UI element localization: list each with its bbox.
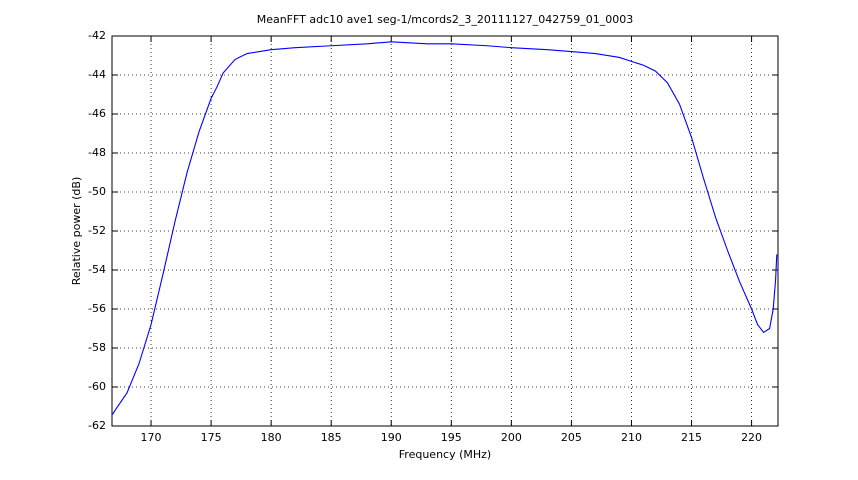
y-tick-label: -56 — [88, 302, 106, 315]
plot-frame — [111, 35, 779, 427]
x-tick-label: 210 — [621, 431, 642, 444]
x-tick-label: 220 — [741, 431, 762, 444]
x-axis-label: Frequency (MHz) — [399, 448, 491, 461]
x-tick-label: 175 — [201, 431, 222, 444]
x-tick-label: 215 — [681, 431, 702, 444]
y-axis-label: Relative power (dB) — [70, 177, 83, 285]
y-tick-label: -60 — [88, 380, 106, 393]
y-tick-label: -42 — [88, 29, 106, 42]
y-tick-label: -52 — [88, 224, 106, 237]
x-tick-label: 170 — [141, 431, 162, 444]
x-tick-label: 205 — [561, 431, 582, 444]
data-line — [112, 41, 778, 415]
y-tick-label: -62 — [88, 419, 106, 432]
x-tick-label: 190 — [381, 431, 402, 444]
x-tick-label: 195 — [441, 431, 462, 444]
y-tick-label: -58 — [88, 341, 106, 354]
y-tick-label: -46 — [88, 107, 106, 120]
chart-title: MeanFFT adc10 ave1 seg-1/mcords2_3_20111… — [257, 13, 634, 26]
y-tick-label: -54 — [88, 263, 106, 276]
x-tick-label: 185 — [321, 431, 342, 444]
x-tick-label: 200 — [501, 431, 522, 444]
y-tick-label: -50 — [88, 185, 106, 198]
y-tick-label: -48 — [88, 146, 106, 159]
x-tick-label: 180 — [261, 431, 282, 444]
y-tick-label: -44 — [88, 68, 106, 81]
